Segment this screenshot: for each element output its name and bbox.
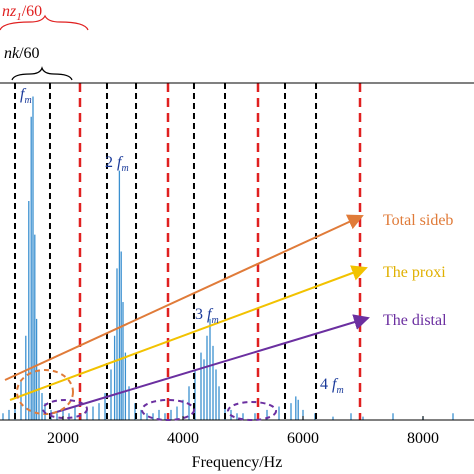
highlight-ellipse (227, 401, 277, 421)
harmonic-label: fm (20, 86, 32, 106)
x-tick-label: 2000 (47, 430, 79, 447)
harmonic-label: 3 fm (195, 306, 219, 326)
x-tick-label: 8000 (407, 430, 439, 447)
x-tick-label: 4000 (167, 430, 199, 447)
legend-label: Total sideb (383, 212, 453, 229)
x-axis-label: Frequency/Hz (192, 454, 283, 471)
label-part: m (24, 95, 31, 106)
label-part: f (207, 306, 214, 323)
highlight-ellipse (141, 399, 195, 421)
harmonic-label: 2 fm (105, 154, 129, 174)
label-part: nz (2, 3, 17, 20)
arrow (49, 314, 370, 415)
label-part: 4 (320, 376, 332, 393)
label-part: m (211, 315, 218, 326)
brace (11, 66, 73, 81)
top-label: nk/60 (4, 45, 40, 62)
highlight-ellipse (42, 399, 88, 419)
label-part: 1 (16, 11, 22, 23)
label-part: f (117, 154, 124, 171)
label-part: f (20, 86, 27, 103)
legend-label: The distal (383, 312, 447, 329)
plot-area (2, 83, 454, 420)
label-part: 2 (105, 154, 117, 171)
legend-label: The proxi (383, 264, 446, 281)
label-part: /60 (22, 3, 42, 20)
label-part: f (332, 376, 339, 393)
label-part: nk (4, 45, 20, 62)
brace (0, 14, 89, 31)
label-part: m (336, 385, 343, 396)
arrow (4, 214, 364, 381)
arrow (9, 265, 368, 401)
label-part: m (121, 163, 128, 174)
label-part: 3 (195, 306, 207, 323)
x-tick-label: 6000 (287, 430, 319, 447)
label-part: /60 (19, 45, 39, 62)
harmonic-label: 4 fm (320, 376, 344, 396)
top-label: nz1/60 (2, 3, 42, 23)
